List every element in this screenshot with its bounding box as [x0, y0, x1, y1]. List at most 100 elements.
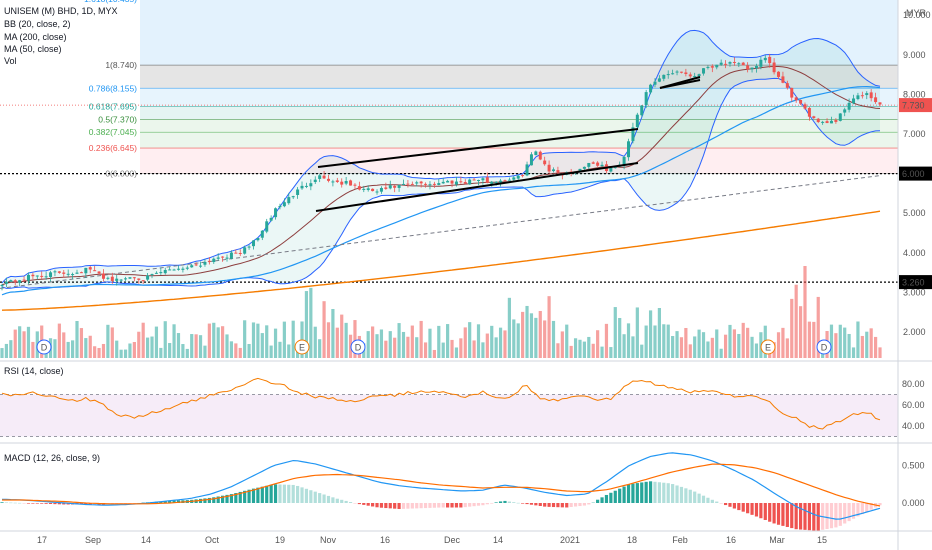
candle-body: [357, 186, 361, 190]
ma200-line: [1, 210, 881, 311]
macd-histogram-bar: [578, 503, 582, 507]
macd-histogram-bar: [697, 493, 701, 503]
macd-histogram-bar: [13, 502, 17, 504]
candle-body: [366, 188, 370, 190]
volume-bar: [97, 347, 101, 358]
candle-body: [287, 197, 291, 204]
candle-body: [596, 162, 600, 166]
macd-histogram-bar: [163, 501, 167, 503]
moving-averages: [0, 85, 881, 311]
candle-body: [865, 93, 869, 96]
volume-bar: [22, 331, 26, 358]
volume-bar: [0, 348, 4, 358]
macd-histogram-bar: [710, 499, 714, 503]
volume-bar: [878, 347, 882, 358]
macd-histogram-bar: [379, 503, 384, 508]
volume-bar: [671, 336, 675, 358]
candle-body: [512, 177, 516, 180]
macd-histogram-bar: [525, 503, 529, 505]
main-pane[interactable]: 1(8.740) 0.786(8.155) 0.618(7.695) 0.5(7.37…: [0, 0, 898, 358]
currency-label: MYR: [906, 8, 927, 18]
candle-body: [754, 65, 758, 69]
candle-body: [181, 268, 185, 270]
candle-body: [450, 180, 454, 184]
trendline: [315, 162, 639, 212]
macd-histogram-bar: [547, 503, 551, 507]
event-marker-label: D: [821, 343, 828, 353]
candle-body: [600, 164, 604, 167]
candle-body: [190, 265, 194, 268]
macd-histogram-bar: [53, 503, 57, 505]
macd-histogram-bar: [291, 484, 295, 503]
candle-body: [75, 272, 79, 274]
candle-body: [477, 180, 481, 182]
volume-bar: [626, 323, 631, 358]
macd-histogram-bar: [790, 503, 794, 529]
macd-histogram-bar: [507, 501, 511, 503]
candle-body: [441, 181, 445, 184]
macd-histogram-bar: [375, 503, 379, 508]
macd-histogram-bar: [772, 503, 776, 524]
volume-bar: [335, 327, 339, 358]
fib-zone: [140, 106, 898, 120]
macd-histogram-bar: [340, 499, 344, 503]
volume-bar: [353, 320, 357, 358]
candle-body: [494, 181, 498, 183]
time-axis-label: 18: [627, 535, 637, 545]
macd-histogram-bar: [613, 490, 617, 503]
fib-label: 1.618(10.435): [84, 0, 137, 4]
volume-bar: [516, 323, 520, 358]
volume-bar: [521, 311, 525, 358]
volume-bar: [62, 332, 66, 358]
volume-bar: [115, 340, 119, 358]
macd-histogram-bar: [812, 503, 816, 531]
volume-bar: [141, 322, 145, 358]
volume-bar: [591, 343, 595, 358]
candle-body: [216, 257, 220, 259]
candle-body: [168, 269, 172, 271]
volume-bar: [750, 336, 754, 358]
macd-histogram-bar: [216, 496, 220, 503]
time-axis-label: Feb: [672, 535, 688, 545]
macd-histogram-bar: [203, 498, 207, 503]
candle-body: [251, 240, 255, 247]
candle-body: [379, 187, 383, 192]
volume-bar: [66, 341, 70, 358]
candle-body: [777, 71, 781, 77]
macd-histogram-bar: [776, 503, 781, 525]
candle-body: [4, 281, 8, 284]
price-axis-label: 4.000: [903, 248, 926, 258]
macd-histogram-bar: [357, 503, 361, 505]
volume-bar: [410, 325, 414, 358]
price-candles: [0, 53, 882, 291]
time-axis-label: 16: [380, 535, 390, 545]
volume-bar: [631, 336, 635, 358]
macd-histogram-bar: [419, 503, 423, 509]
volume-bar: [648, 310, 653, 358]
macd-histogram-bar: [490, 503, 494, 504]
macd-histogram-bar: [754, 503, 759, 517]
bb-upper: [1, 29, 881, 284]
volume-bar: [679, 337, 684, 358]
macd-histogram-bar: [604, 494, 609, 503]
candle-body: [578, 168, 582, 171]
volume-bar: [790, 298, 794, 358]
volume-bar: [798, 306, 803, 358]
trendline-drawings[interactable]: [315, 76, 701, 212]
macd-histogram-bar: [251, 488, 256, 503]
volume-bar: [282, 321, 286, 358]
volume-bar: [812, 321, 816, 358]
rsi-line: [1, 377, 881, 430]
candle-body: [516, 175, 520, 179]
time-axis-label: 14: [141, 535, 151, 545]
volume-bar: [715, 329, 719, 358]
price-axis-label: 2.000: [903, 327, 926, 337]
candle-body: [203, 261, 207, 265]
fib-zone: [140, 88, 898, 107]
macd-histogram-bar: [768, 503, 772, 522]
macd-histogram-bar: [728, 503, 732, 507]
macd-histogram-bar: [454, 503, 459, 508]
